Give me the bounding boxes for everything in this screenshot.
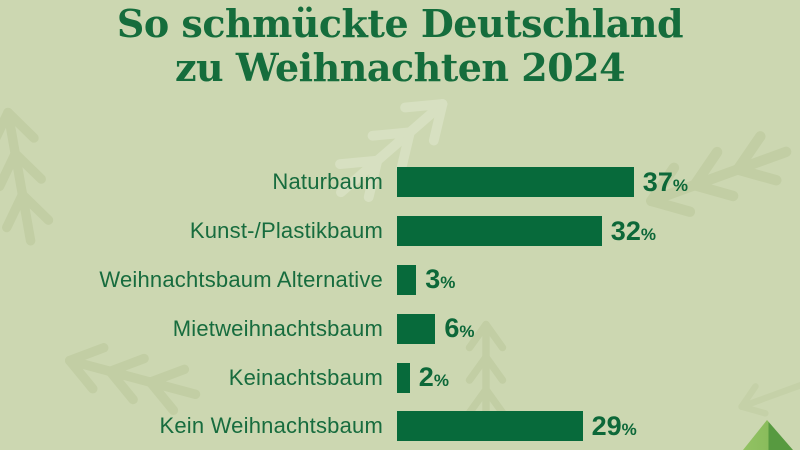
bar-label: Naturbaum xyxy=(272,169,383,195)
chart-row: Weihnachtsbaum Alternative 3% xyxy=(0,256,800,305)
bar xyxy=(397,313,436,344)
chart-row: Naturbaum 37% xyxy=(0,158,800,207)
bar-label: Mietweihnachtsbaum xyxy=(172,315,383,341)
bar-value: 37% xyxy=(642,166,688,197)
bar-chart: Naturbaum 37% Kunst-/Plastikbaum 32% Weihnac… xyxy=(0,158,800,450)
bar-value: 2% xyxy=(418,362,449,393)
bar-value: 32% xyxy=(610,215,656,246)
bar-label: Keinachtsbaum xyxy=(228,364,383,390)
chart-row: Keinachtsbaum 2% xyxy=(0,353,800,402)
chart-title: So schmückte Deutschland zu Weihnachten … xyxy=(0,1,800,91)
bar-value: 3% xyxy=(425,264,456,295)
bar xyxy=(397,411,583,442)
bar-value: 29% xyxy=(591,410,637,441)
bar xyxy=(397,216,602,247)
chart-title-line1: So schmückte Deutschland xyxy=(116,1,684,46)
chart-title-line2: zu Weihnachten 2024 xyxy=(174,45,626,91)
bar xyxy=(397,264,417,295)
bar-label: Kunst-/Plastikbaum xyxy=(189,218,383,244)
chart-row: Mietweihnachtsbaum 6% xyxy=(0,304,800,353)
bar-label: Kein Weihnachtsbaum xyxy=(159,413,383,439)
bar-value: 6% xyxy=(444,313,475,344)
bar-label: Weihnachtsbaum Alternative xyxy=(99,266,383,292)
bar xyxy=(397,167,634,198)
chart-row: Kunst-/Plastikbaum 32% xyxy=(0,207,800,256)
chart-row: Kein Weihnachtsbaum 29% xyxy=(0,402,800,450)
bar xyxy=(397,362,410,393)
